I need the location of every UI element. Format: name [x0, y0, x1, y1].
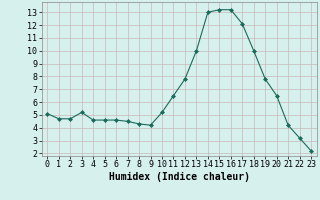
X-axis label: Humidex (Indice chaleur): Humidex (Indice chaleur) [109, 172, 250, 182]
